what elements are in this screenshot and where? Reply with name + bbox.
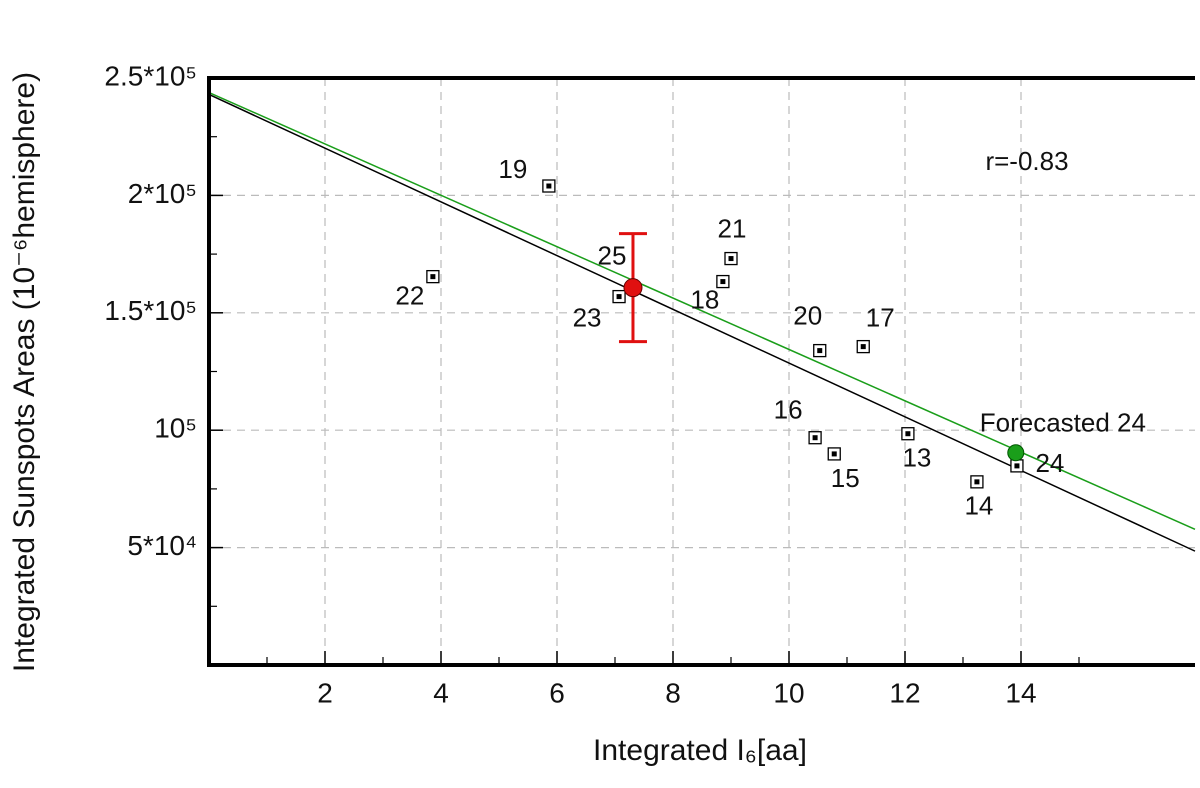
prediction-point xyxy=(623,278,643,298)
point-center xyxy=(812,435,818,441)
x-tick-label: 10 xyxy=(773,677,804,708)
point-label: 22 xyxy=(395,281,424,311)
x-tick-label: 8 xyxy=(665,677,681,708)
point-label: 23 xyxy=(573,302,602,332)
point-label: 14 xyxy=(964,491,993,521)
y-tick-label: 2*10⁵ xyxy=(128,178,197,209)
y-tick-label: 10⁵ xyxy=(154,413,197,444)
point-label: 21 xyxy=(718,213,747,243)
x-tick-label: 4 xyxy=(433,677,449,708)
point-center xyxy=(905,431,911,437)
forecast-point xyxy=(1007,444,1025,462)
x-tick-label: 6 xyxy=(549,677,565,708)
x-tick-label: 14 xyxy=(1005,677,1036,708)
x-axis-label: Integrated I₆[aa] xyxy=(593,734,807,767)
fit-line xyxy=(208,91,1196,530)
point-center xyxy=(974,479,980,485)
y-tick-label: 1.5*10⁵ xyxy=(104,295,197,326)
point-label: 20 xyxy=(793,300,822,330)
point-label: 18 xyxy=(690,284,719,314)
point-center xyxy=(860,344,866,350)
point-center xyxy=(728,256,734,262)
fit-line xyxy=(208,93,1196,552)
axis-frame xyxy=(207,76,1195,667)
point-label: 19 xyxy=(498,154,527,184)
point-label: 17 xyxy=(866,302,895,332)
point-center xyxy=(546,183,552,189)
prediction-label: 25 xyxy=(598,241,627,271)
x-tick-label: 12 xyxy=(889,677,920,708)
y-tick-label: 5*10⁴ xyxy=(127,530,197,561)
y-tick-label: 2.5*10⁵ xyxy=(104,60,197,91)
forecast-label: Forecasted 24 xyxy=(980,408,1146,438)
point-center xyxy=(430,274,436,280)
x-tick-label: 2 xyxy=(317,677,333,708)
point-center xyxy=(817,348,823,354)
point-label: 15 xyxy=(831,463,860,493)
point-center xyxy=(831,451,837,457)
y-axis-label: Integrated Sunspots Areas (10⁻⁶hemispher… xyxy=(8,72,41,672)
point-label: 24 xyxy=(1035,448,1064,478)
point-center xyxy=(616,294,622,300)
point-label: 16 xyxy=(774,395,803,425)
point-center xyxy=(720,279,726,285)
annotation: r=-0.83 xyxy=(985,146,1068,176)
point-center xyxy=(1014,463,1020,469)
point-label: 13 xyxy=(902,443,931,473)
